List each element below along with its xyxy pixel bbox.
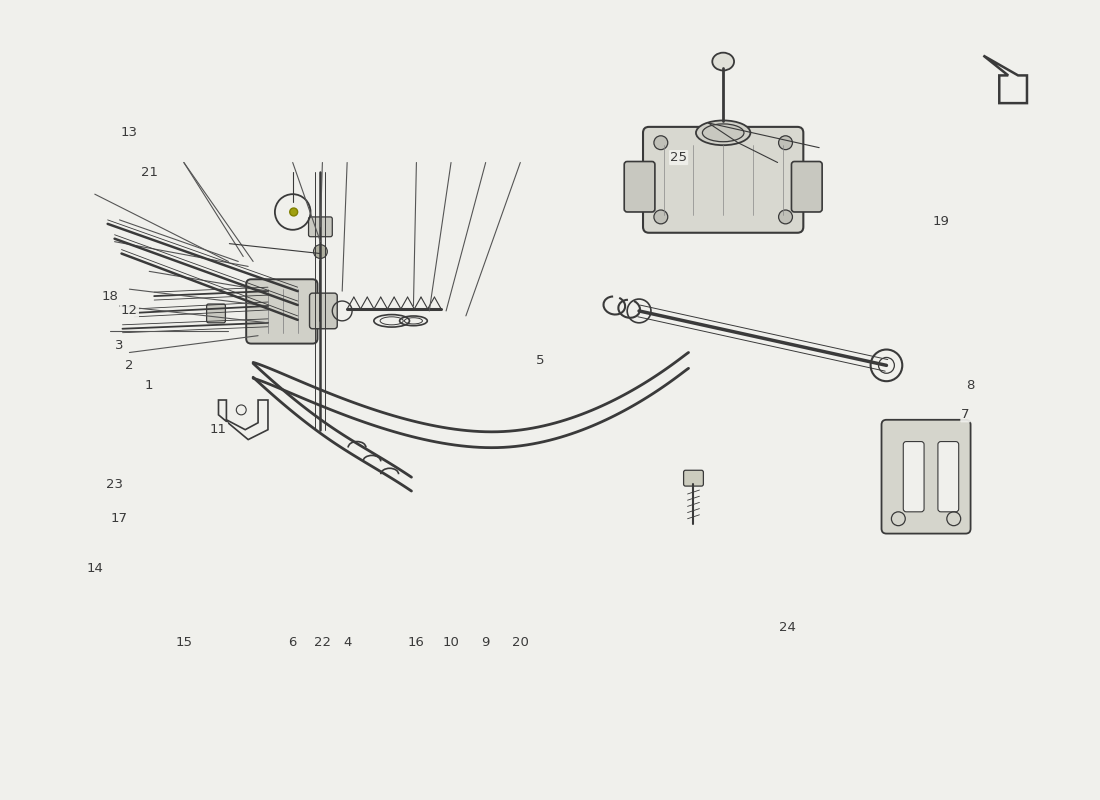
Text: 20: 20 <box>512 636 529 649</box>
Text: 2: 2 <box>125 359 134 372</box>
Circle shape <box>653 136 668 150</box>
Ellipse shape <box>713 53 734 70</box>
Text: 22: 22 <box>314 636 331 649</box>
Circle shape <box>779 136 792 150</box>
FancyBboxPatch shape <box>644 127 803 233</box>
FancyBboxPatch shape <box>207 304 226 323</box>
Text: 7: 7 <box>961 408 970 422</box>
Text: 24: 24 <box>779 621 796 634</box>
Text: 9: 9 <box>482 636 490 649</box>
Text: 23: 23 <box>106 478 123 490</box>
Text: 4: 4 <box>343 636 351 649</box>
FancyBboxPatch shape <box>792 162 822 212</box>
FancyBboxPatch shape <box>683 470 703 486</box>
Ellipse shape <box>703 124 744 142</box>
FancyBboxPatch shape <box>881 420 970 534</box>
FancyBboxPatch shape <box>308 217 332 237</box>
Text: 17: 17 <box>111 512 128 526</box>
Text: 11: 11 <box>210 423 227 436</box>
Text: 14: 14 <box>87 562 103 574</box>
Circle shape <box>653 210 668 224</box>
Text: 10: 10 <box>442 636 460 649</box>
FancyBboxPatch shape <box>938 442 959 512</box>
FancyBboxPatch shape <box>624 162 654 212</box>
Ellipse shape <box>696 121 750 145</box>
Text: 3: 3 <box>116 339 124 352</box>
Text: 13: 13 <box>121 126 138 139</box>
FancyBboxPatch shape <box>903 442 924 512</box>
Circle shape <box>289 208 298 216</box>
Text: 6: 6 <box>288 636 297 649</box>
Text: 12: 12 <box>121 305 138 318</box>
Text: 1: 1 <box>145 378 154 392</box>
FancyBboxPatch shape <box>309 293 338 329</box>
Text: 19: 19 <box>933 215 949 228</box>
FancyBboxPatch shape <box>246 279 318 343</box>
Text: 8: 8 <box>967 378 975 392</box>
Text: 25: 25 <box>670 151 688 164</box>
Circle shape <box>314 245 328 258</box>
Text: 5: 5 <box>536 354 544 367</box>
Circle shape <box>779 210 792 224</box>
Text: 18: 18 <box>101 290 118 302</box>
Text: 15: 15 <box>175 636 192 649</box>
Text: 21: 21 <box>141 166 157 179</box>
Text: 16: 16 <box>408 636 425 649</box>
